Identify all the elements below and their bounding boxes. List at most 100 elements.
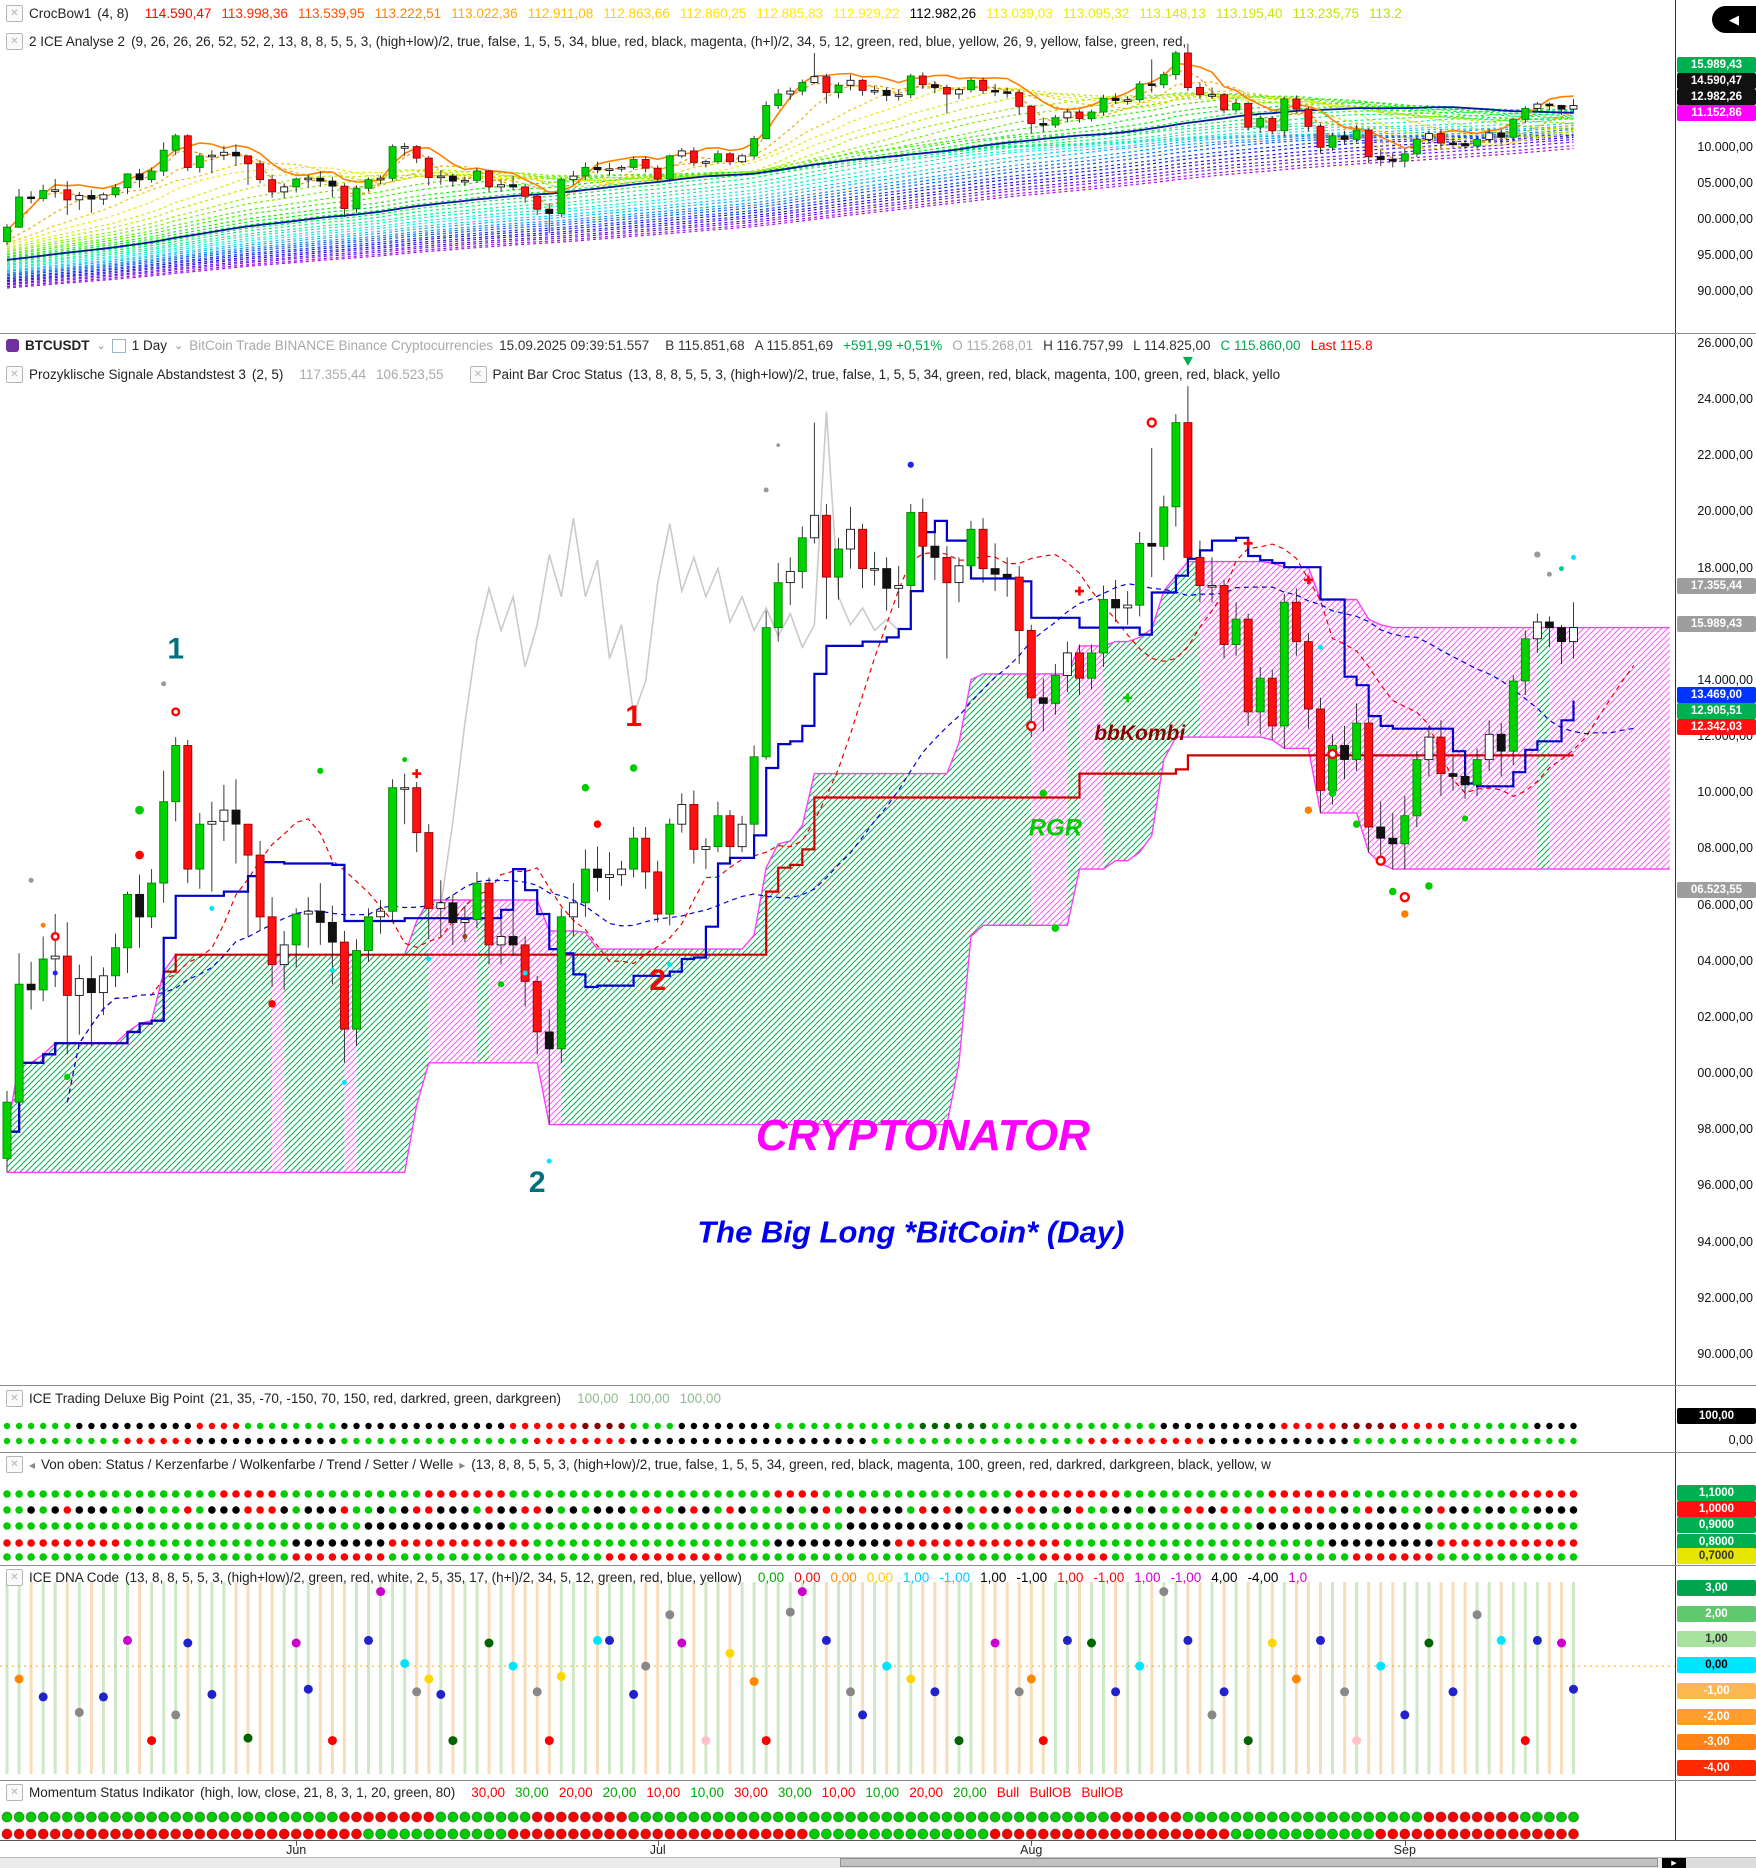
bigpoint-svg[interactable]	[0, 1386, 1675, 1453]
panel-bigpoint: 100,00 0,00 ✕ ICE Trading Deluxe Big Poin…	[0, 1385, 1756, 1453]
price-badge: 1,00	[1677, 1631, 1756, 1648]
value-token: 112.982,26	[909, 6, 977, 21]
month-tick	[1404, 1841, 1406, 1846]
price-badge: 14.590,47	[1677, 73, 1756, 89]
price-badge: 12.905,51	[1677, 702, 1756, 719]
main-chart-area[interactable]: 1 2 1 2 CRYPTONATOR The Big Long *BitCoin* (D…	[0, 334, 1675, 1386]
indicator-remove-icon[interactable]: ✕	[6, 366, 23, 383]
symbol-selector[interactable]: BTCUSDT	[25, 338, 90, 353]
indicator-remove-icon[interactable]: ✕	[469, 366, 487, 383]
indicator-params: (4, 8)	[97, 6, 129, 21]
dna-scale[interactable]: 3,00 2,00 1,00 0,00 -1,00 -2,00 -3,00 -4,00	[1675, 1566, 1756, 1781]
bigpoint-chart-area[interactable]	[0, 1386, 1675, 1453]
value-token: 113.095,32	[1062, 6, 1130, 21]
dna-svg[interactable]	[0, 1566, 1675, 1781]
value-token: 114.590,47	[144, 6, 212, 21]
horizontal-scrollbar[interactable]: ▶	[0, 1857, 1756, 1868]
value-token: -1,00	[1093, 1570, 1125, 1585]
scale-label: 10.000,00	[1697, 785, 1753, 800]
price-badge: 06.523,55	[1677, 881, 1756, 898]
value-token: 1,00	[903, 1570, 930, 1585]
price-badge: 0,00	[1677, 1657, 1756, 1674]
indicator-label[interactable]: Paint Bar Croc Status	[492, 367, 623, 382]
price-chart-svg[interactable]: 1 2 1 2 CRYPTONATOR The Big Long *BitCoin* (D…	[0, 334, 1675, 1386]
value-token: 113.022,36	[451, 6, 518, 21]
scroll-right-icon: ▶	[1671, 1860, 1677, 1867]
value-token: -1,00	[1170, 1570, 1202, 1585]
scale-label: 08.000,00	[1697, 841, 1753, 856]
scale-label: 98.000,00	[1697, 1122, 1753, 1137]
crocbow-chart-svg[interactable]	[0, 0, 1675, 333]
bigpoint-scale[interactable]: 100,00 0,00	[1675, 1386, 1756, 1453]
chevron-down-icon[interactable]: ⌄	[96, 340, 106, 352]
svg-text:bbKombi: bbKombi	[1094, 722, 1186, 745]
value-token: 0,00	[794, 1570, 821, 1585]
dna-chart-area[interactable]	[0, 1566, 1675, 1781]
indicator-params: (high, low, close, 21, 8, 3, 1, 20, gree…	[200, 1785, 456, 1800]
price-badge: 11.152,86	[1677, 105, 1756, 121]
vonoben-header-row: ✕ ◂ Von oben: Status / Kerzenfarbe / Wol…	[6, 1456, 1271, 1473]
nav-right-icon[interactable]: ▸	[459, 1457, 466, 1472]
indicator-params: (13, 8, 8, 5, 5, 3, (high+low)/2, true, …	[471, 1457, 1271, 1472]
price-badge: 100,00	[1677, 1408, 1756, 1424]
interval-selector[interactable]: 1 Day	[131, 338, 167, 353]
indicator-label[interactable]: 2 ICE Analyse 2	[29, 34, 126, 49]
value-token: 10,00	[865, 1785, 900, 1800]
scroll-right-button[interactable]: ▶	[1662, 1858, 1686, 1868]
indicator-label[interactable]: Momentum Status Indikator	[29, 1785, 195, 1800]
svg-text:CRYPTONATOR: CRYPTONATOR	[756, 1111, 1090, 1160]
value-token: 30,00	[471, 1785, 506, 1800]
value-token: BullOB	[1081, 1785, 1124, 1800]
indicator-remove-icon[interactable]: ✕	[6, 1784, 23, 1801]
price-badge: -3,00	[1677, 1734, 1756, 1751]
value-token: C 115.860,00	[1220, 338, 1301, 353]
collapse-scale-button[interactable]: ◀	[1712, 6, 1756, 33]
scale-label: 02.000,00	[1697, 1009, 1753, 1024]
price-badge: 0,8000	[1677, 1534, 1756, 1550]
indicator-label[interactable]: Prozyklische Signale Abstandstest 3	[29, 367, 246, 382]
indicator-remove-icon[interactable]: ✕	[6, 5, 23, 22]
value-token: 112.929,22	[832, 6, 900, 21]
svg-text:RGR: RGR	[1029, 814, 1083, 841]
momentum-scale[interactable]	[1675, 1781, 1756, 1841]
vonoben-chart-area[interactable]	[0, 1453, 1675, 1566]
value-token: Last 115.8	[1310, 338, 1373, 353]
value-token: 117.355,44	[299, 367, 366, 382]
indicator-remove-icon[interactable]: ✕	[6, 1390, 23, 1407]
panel-vonoben: 1,1000 1,0000 0,9000 0,8000 0,7000 ✕ ◂ Von o…	[0, 1452, 1756, 1566]
price-badge: 1,0000	[1677, 1501, 1756, 1517]
value-token: 1,00	[1057, 1570, 1084, 1585]
svg-text:The Big Long *BitCoin* (Day): The Big Long *BitCoin* (Day)	[697, 1215, 1124, 1250]
momentum-svg[interactable]	[0, 1781, 1675, 1841]
crocbow-chart-area[interactable]	[0, 0, 1675, 333]
indicator-params: (9, 26, 26, 26, 52, 52, 2, 13, 8, 8, 5, …	[131, 34, 1187, 49]
indicator-remove-icon[interactable]: ✕	[6, 33, 23, 50]
value-token: A 115.851,69	[754, 338, 834, 353]
symbol-header-row: BTCUSDT ⌄ 1 Day ⌄ BitCoin Trade BINANCE …	[6, 338, 1373, 353]
indicator-params: (2, 5)	[251, 367, 284, 382]
indicator-remove-icon[interactable]: ✕	[6, 1456, 23, 1473]
chevron-down-icon[interactable]: ⌄	[174, 340, 184, 352]
quote-timestamp: 15.09.2025 09:39:51.557	[499, 338, 650, 353]
value-token: 100,00	[679, 1391, 721, 1406]
month-tick	[296, 1841, 298, 1846]
indicator-label[interactable]: ICE Trading Deluxe Big Point	[29, 1391, 204, 1406]
crocbow-price-scale[interactable]: 15.989,43 14.590,47 12.982,26 11.152,86 10.0…	[1675, 0, 1756, 333]
indicator-label[interactable]: Von oben: Status / Kerzenfarbe / Wolkenf…	[41, 1457, 454, 1472]
momentum-header-row: ✕ Momentum Status Indikator (high, low, …	[6, 1784, 1123, 1801]
momentum-chart-area[interactable]	[0, 1781, 1675, 1841]
indicator-label[interactable]: CrocBow1	[29, 6, 92, 21]
scrollbar-thumb[interactable]	[840, 1858, 1658, 1867]
main-price-scale[interactable]: 26.000,00 24.000,00 22.000,00 20.000,00 18.0…	[1675, 334, 1756, 1386]
indicator-remove-icon[interactable]: ✕	[6, 1569, 23, 1586]
vonoben-svg[interactable]	[0, 1453, 1675, 1566]
indicator-label[interactable]: ICE DNA Code	[29, 1570, 120, 1585]
vonoben-scale[interactable]: 1,1000 1,0000 0,9000 0,8000 0,7000	[1675, 1453, 1756, 1566]
interval-checkbox[interactable]	[111, 338, 126, 353]
indicator-values: 30,00 30,00 20,00 20,00 10,00 10,00 30,00 30,00…	[461, 1785, 1123, 1800]
value-token: 0,00	[757, 1570, 785, 1585]
time-axis[interactable]: Jun Jul Aug Sep	[0, 1840, 1756, 1858]
price-badge: 15.989,43	[1677, 616, 1756, 633]
value-token: 112.860,25	[679, 6, 747, 21]
nav-left-icon[interactable]: ◂	[29, 1457, 36, 1472]
